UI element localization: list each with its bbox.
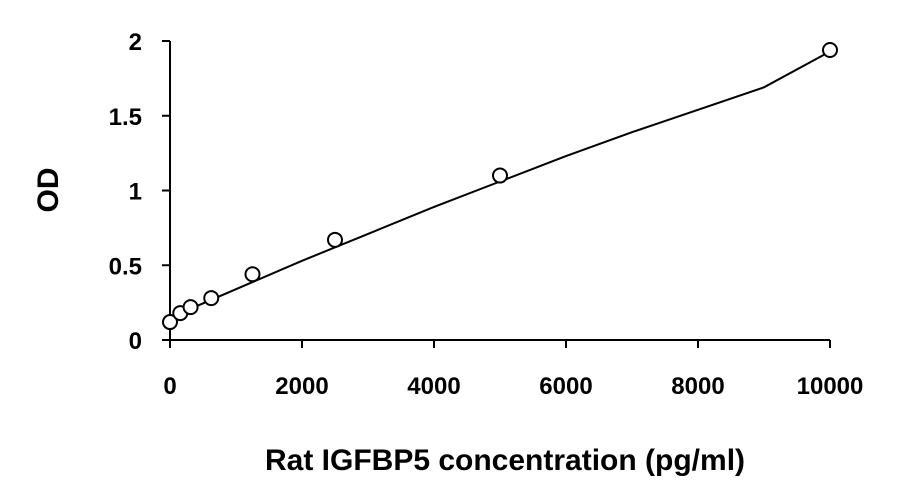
x-tick-label: 4000 [407, 373, 460, 400]
y-tick-label: 1 [129, 179, 142, 206]
axes [169, 41, 830, 341]
x-axis-title: Rat IGFBP5 concentration (pg/ml) [265, 444, 745, 477]
fit-curve [169, 50, 831, 319]
data-point [182, 299, 199, 316]
y-ticks: 0 0.5 1 1.5 2 [109, 29, 170, 355]
data-points [162, 41, 838, 331]
x-tick-label: 2000 [275, 373, 328, 400]
y-tick-label: 0.5 [109, 253, 142, 280]
x-tick-label: 10000 [797, 373, 864, 400]
data-point [492, 167, 508, 184]
x-ticks: 0 2000 4000 6000 8000 10000 [163, 340, 863, 400]
data-point [822, 41, 838, 58]
y-tick-label: 1.5 [109, 104, 142, 131]
y-tick-label: 0 [129, 328, 142, 355]
y-tick-label: 2 [129, 29, 142, 56]
data-point [162, 314, 178, 331]
x-tick-label: 6000 [539, 373, 592, 400]
data-point [203, 290, 220, 307]
data-point [327, 231, 343, 248]
y-axis-title: OD [32, 168, 65, 213]
x-tick-label: 0 [163, 373, 176, 400]
x-tick-label: 8000 [671, 373, 724, 400]
data-point [244, 266, 261, 283]
